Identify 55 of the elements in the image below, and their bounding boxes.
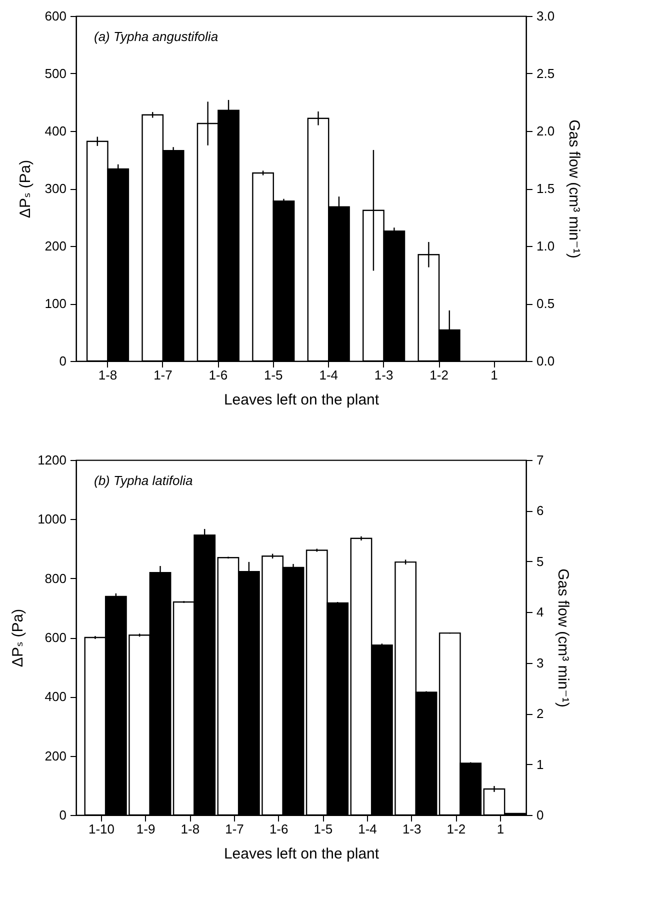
y2-tick-label: 1	[536, 756, 544, 772]
y-tick-label: 600	[44, 8, 66, 24]
x-tick-label: 1-6	[269, 822, 288, 836]
x-tick-label: 1	[490, 368, 498, 382]
x-tick-label: 1-10	[88, 822, 115, 836]
y-tick-label: 0	[59, 808, 66, 822]
y-axis-title: ΔPₛ (Pa)	[16, 160, 34, 218]
y-tick-label: 800	[44, 570, 66, 586]
x-tick-label: 1-2	[430, 368, 448, 382]
y-tick-label: 200	[44, 238, 66, 254]
text: (b) Typha latifolia	[94, 473, 193, 488]
y-axis-title: ΔPₛ (Pa)	[10, 608, 27, 668]
x-tick-label: 1-4	[319, 368, 338, 382]
y2-axis-title: Gas flow (cm³ min⁻¹)	[566, 120, 583, 258]
x-tick-label: 1-8	[180, 822, 200, 836]
x-tick-label: 1-3	[374, 368, 394, 382]
x-tick-label: 1-7	[225, 822, 244, 836]
y-tick-label: 200	[44, 748, 66, 764]
y-tick-label: 400	[44, 689, 66, 704]
y2-tick-label: 0	[536, 808, 544, 822]
x-tick-label: 1-8	[98, 368, 118, 382]
x-tick-label: 1-5	[264, 368, 283, 382]
y2-tick-label: 2	[536, 706, 544, 722]
y2-tick-label: 1.0	[536, 238, 555, 254]
y-tick-label: 0	[59, 354, 66, 368]
y2-tick-label: 1.5	[536, 181, 555, 196]
text: (a) Typha angustifolia	[94, 29, 218, 44]
y-tick-label: 100	[44, 296, 66, 311]
y-tick-label: 500	[44, 66, 66, 81]
x-tick-label: 1-4	[358, 822, 377, 836]
x-tick-label: 1	[496, 822, 504, 836]
y2-tick-label: 4	[536, 604, 544, 620]
y-tick-label: 600	[44, 630, 66, 645]
y-tick-label: 300	[44, 181, 66, 196]
y2-tick-label: 7	[536, 452, 544, 468]
x-tick-label: 1-5	[314, 822, 333, 836]
x-tick-label: 1-7	[154, 368, 172, 382]
x-axis-title: Leaves left on the plant	[224, 392, 380, 408]
y2-tick-label: 3	[536, 655, 544, 670]
y2-tick-label: 0.5	[536, 296, 555, 311]
y-tick-label: 400	[44, 124, 66, 138]
y2-tick-label: 2.5	[536, 66, 555, 81]
y2-tick-label: 3.0	[536, 8, 555, 24]
y2-axis-title: Gas flow (cm³ min⁻¹)	[554, 568, 572, 708]
x-tick-label: 1-9	[136, 822, 156, 836]
y2-tick-label: 6	[536, 503, 544, 518]
y2-tick-label: 2.0	[536, 124, 555, 138]
y2-tick-label: 5	[536, 554, 544, 569]
x-tick-label: 1-6	[208, 368, 228, 382]
y2-tick-label: 0.0	[536, 354, 555, 368]
x-tick-label: 1-2	[446, 822, 466, 836]
y-tick-label: 1000	[38, 512, 66, 527]
y-tick-label: 1200	[38, 452, 66, 468]
x-tick-label: 1-3	[402, 822, 422, 836]
x-axis-title: Leaves left on the plant	[224, 846, 380, 862]
